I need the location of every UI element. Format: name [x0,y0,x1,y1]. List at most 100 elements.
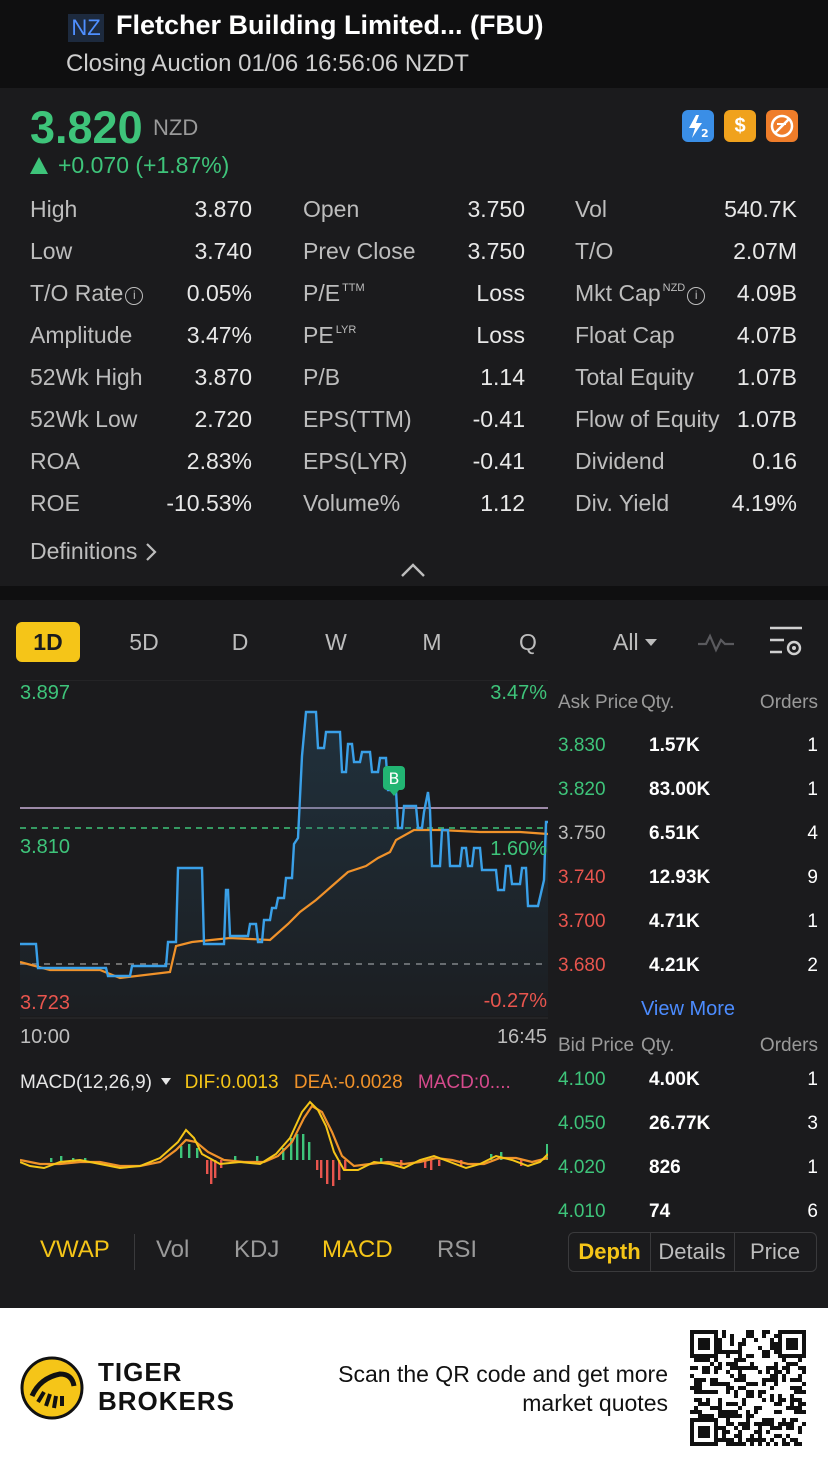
stat-pe-ttm-value: Loss [476,280,525,306]
stat-float-cap-value: 4.07B [736,322,797,348]
buy-marker-text: B [389,769,400,788]
stat-pe-lyr-label: PE LYR [303,322,356,349]
chart-settings-icon[interactable] [768,624,806,660]
bid-orders: 3 [807,1113,818,1134]
stat-to-rate-label[interactable]: T/O Rate i [30,280,144,307]
macd-bar [546,1144,548,1160]
ask-price[interactable]: 3.830 [558,735,606,756]
bid-orders: 1 [807,1069,818,1090]
indicator-rsi[interactable]: RSI [437,1236,478,1263]
macd-bar [424,1160,427,1168]
macd-bar [84,1158,87,1162]
price-area [20,712,548,1016]
stat-to-rate-value: 0.05% [186,280,252,306]
dollar-icon[interactable]: $ [724,110,756,142]
indicator-kdj[interactable]: KDJ [234,1236,280,1263]
view-more-link[interactable]: View More [640,998,736,1020]
pe-lyr-text: PE [303,322,334,348]
definitions-link[interactable]: Definitions [30,538,158,565]
segment-details[interactable]: Details [650,1232,735,1272]
segment-price[interactable]: Price [734,1232,817,1272]
pe-ttm-text: P/E [303,280,341,306]
stat-high-label: High [30,196,78,222]
tab-q[interactable]: Q [519,629,537,655]
macd-bar [296,1134,299,1160]
segment-depth[interactable]: Depth [568,1232,651,1272]
stat-52wk-high-label: 52Wk High [30,364,143,390]
macd-bar [60,1156,63,1162]
bid-price-header: Bid Price [558,1035,635,1056]
stat-total-equity-label: Total Equity [575,364,694,390]
stat-eps-ttm-value: -0.41 [472,406,525,432]
tab-all[interactable]: All [600,622,670,662]
indicator-vol[interactable]: Vol [156,1236,190,1263]
info-icon[interactable]: i [687,287,706,305]
stat-mkt-cap-label[interactable]: Mkt Cap NZD i [575,280,706,307]
ask-qty: 4.71K [649,911,700,932]
ask-price[interactable]: 3.820 [558,779,606,800]
info-icon[interactable]: i [125,287,144,305]
ask-qty: 6.51K [649,823,700,844]
bid-qty: 74 [649,1201,671,1222]
tab-5d[interactable]: 5D [129,629,159,655]
buy-marker[interactable]: B [383,766,405,796]
ask-price[interactable]: 3.700 [558,911,606,932]
chart-type-icon[interactable] [697,628,735,656]
macd-bar [308,1142,311,1160]
bid-price[interactable]: 4.010 [558,1201,606,1222]
macd-bar [344,1160,347,1170]
intraday-price-chart[interactable]: B [20,680,548,1020]
bid-orders-header: Orders [759,1035,818,1056]
bid-orders: 1 [807,1157,818,1178]
price-line [20,710,548,978]
macd-bar [490,1154,493,1160]
stat-flow-equity-label: Flow of Equity [575,406,720,432]
tab-all-text: All [613,629,639,655]
stat-52wk-low-value: 2.720 [194,406,252,432]
chevron-up-icon[interactable] [400,562,426,578]
indicator-vwap[interactable]: VWAP [40,1236,110,1263]
bid-orders: 6 [807,1201,818,1222]
bid-price[interactable]: 4.050 [558,1113,606,1134]
tab-1d[interactable]: 1D [16,622,80,662]
bid-price[interactable]: 4.020 [558,1157,606,1178]
macd-chart[interactable] [20,1098,548,1194]
scan-line-1: Scan the QR code and get more [338,1361,668,1387]
stock-title[interactable]: Fletcher Building Limited... (FBU) [116,10,544,40]
ask-qty: 83.00K [649,779,711,800]
price-change: +0.070 (+1.87%) [30,152,229,179]
ask-qty-header: Qty. [641,692,675,713]
bid-price[interactable]: 4.100 [558,1069,606,1090]
macd-bar [188,1144,191,1158]
ask-price[interactable]: 3.740 [558,867,606,888]
stat-volume-pct-label: Volume% [303,490,401,516]
price-change-value: +0.070 (+1.87%) [58,152,230,178]
lightning-level-2-icon[interactable]: 2 [682,110,714,142]
macd-legend[interactable]: MACD(12,26,9) DIF:0.0013 DEA:-0.0028 MAC… [20,1072,548,1094]
macd-dea: DEA:-0.0028 [293,1072,403,1093]
bid-qty: 4.00K [649,1069,700,1090]
no-short-icon[interactable] [766,110,798,142]
tab-d[interactable]: D [231,629,249,655]
definitions-text: Definitions [30,538,138,564]
ask-price[interactable]: 3.680 [558,955,606,976]
macd-bar [282,1148,285,1160]
tab-m[interactable]: M [422,629,442,655]
stat-to-label: T/O [575,238,614,264]
stat-high-value: 3.870 [194,196,252,222]
stat-amplitude-label: Amplitude [30,322,133,348]
ask-price[interactable]: 3.750 [558,823,606,844]
stat-to-value: 2.07M [733,238,797,264]
stat-pb-label: P/B [303,364,341,390]
market-badge: NZ [68,14,104,42]
stat-roa-label: ROA [30,448,80,474]
indicator-macd[interactable]: MACD [322,1236,393,1263]
qr-code [690,1330,806,1446]
mkt-cap-text: Mkt Cap [575,280,661,306]
stat-dividend-value: 0.16 [752,448,797,474]
pe-lyr-sup: LYR [335,324,357,336]
tab-w[interactable]: W [325,629,347,655]
stat-float-cap-label: Float Cap [575,322,675,348]
stat-volume-pct-value: 1.12 [480,490,525,516]
stat-52wk-high-value: 3.870 [194,364,252,390]
